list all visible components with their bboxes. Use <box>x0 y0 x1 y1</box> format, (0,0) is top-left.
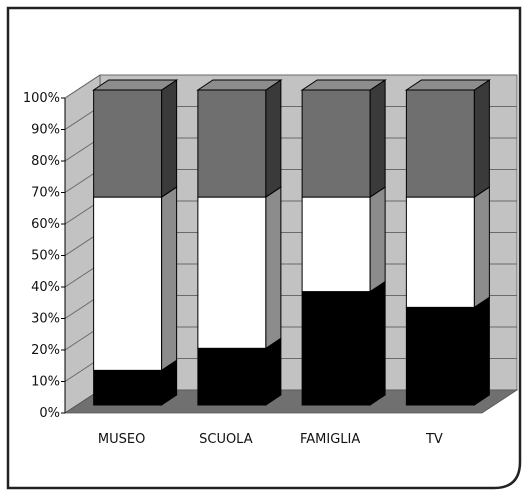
bar-segment <box>301 291 371 406</box>
y-tick-label: 50% <box>31 249 60 264</box>
bar-segment-side <box>265 79 282 199</box>
bar-segment-side <box>473 296 490 406</box>
y-tick-label: 80% <box>31 154 60 169</box>
floor <box>63 389 519 414</box>
y-tick-label: 10% <box>31 375 60 390</box>
bar-segment <box>197 196 267 349</box>
bar-segment-side <box>473 79 490 199</box>
bar-top <box>300 79 387 91</box>
bar-segment <box>93 89 163 198</box>
bar-segment <box>197 347 267 406</box>
bar-segment <box>197 89 267 198</box>
y-tick-label: 90% <box>31 123 60 138</box>
bar-segment-side <box>473 186 490 309</box>
plot-area: 0% 10% 20% 30% 40% 50% 60% 70% 80% 90% 100% MUSEO SC… <box>23 74 519 447</box>
bar-segment <box>405 306 475 406</box>
bar-segment-side <box>369 186 386 293</box>
bar-segment-side <box>369 79 386 199</box>
y-tick-label: 0% <box>39 406 60 421</box>
y-tick-label: 20% <box>31 343 60 358</box>
bar-segment <box>93 196 163 371</box>
bar-top <box>196 79 283 91</box>
x-category-label: MUSEO <box>98 432 145 447</box>
bar-segment <box>405 89 475 198</box>
x-category-label: TV <box>425 432 443 447</box>
bar-segment <box>93 369 163 406</box>
x-category-label: SCUOLA <box>199 432 253 447</box>
bar-top <box>404 79 492 91</box>
x-category-label: FAMIGLIA <box>300 432 360 447</box>
bar-top <box>91 79 179 91</box>
bar-segment-side <box>161 186 178 372</box>
bar-segment-side <box>161 79 178 199</box>
y-tick-label: 70% <box>31 186 60 201</box>
y-tick-label: 60% <box>31 217 60 232</box>
bar-segment <box>301 89 371 198</box>
bar-segment <box>405 196 475 308</box>
bar-segment <box>301 196 371 293</box>
gridline <box>64 74 517 99</box>
y-tick-label: 40% <box>31 280 60 295</box>
bar-segment-side <box>265 186 282 350</box>
bar-segment-side <box>369 280 386 406</box>
bar-segment-side <box>265 337 282 406</box>
y-tick-label: 30% <box>31 312 60 327</box>
y-tick-label: 100% <box>23 91 60 106</box>
